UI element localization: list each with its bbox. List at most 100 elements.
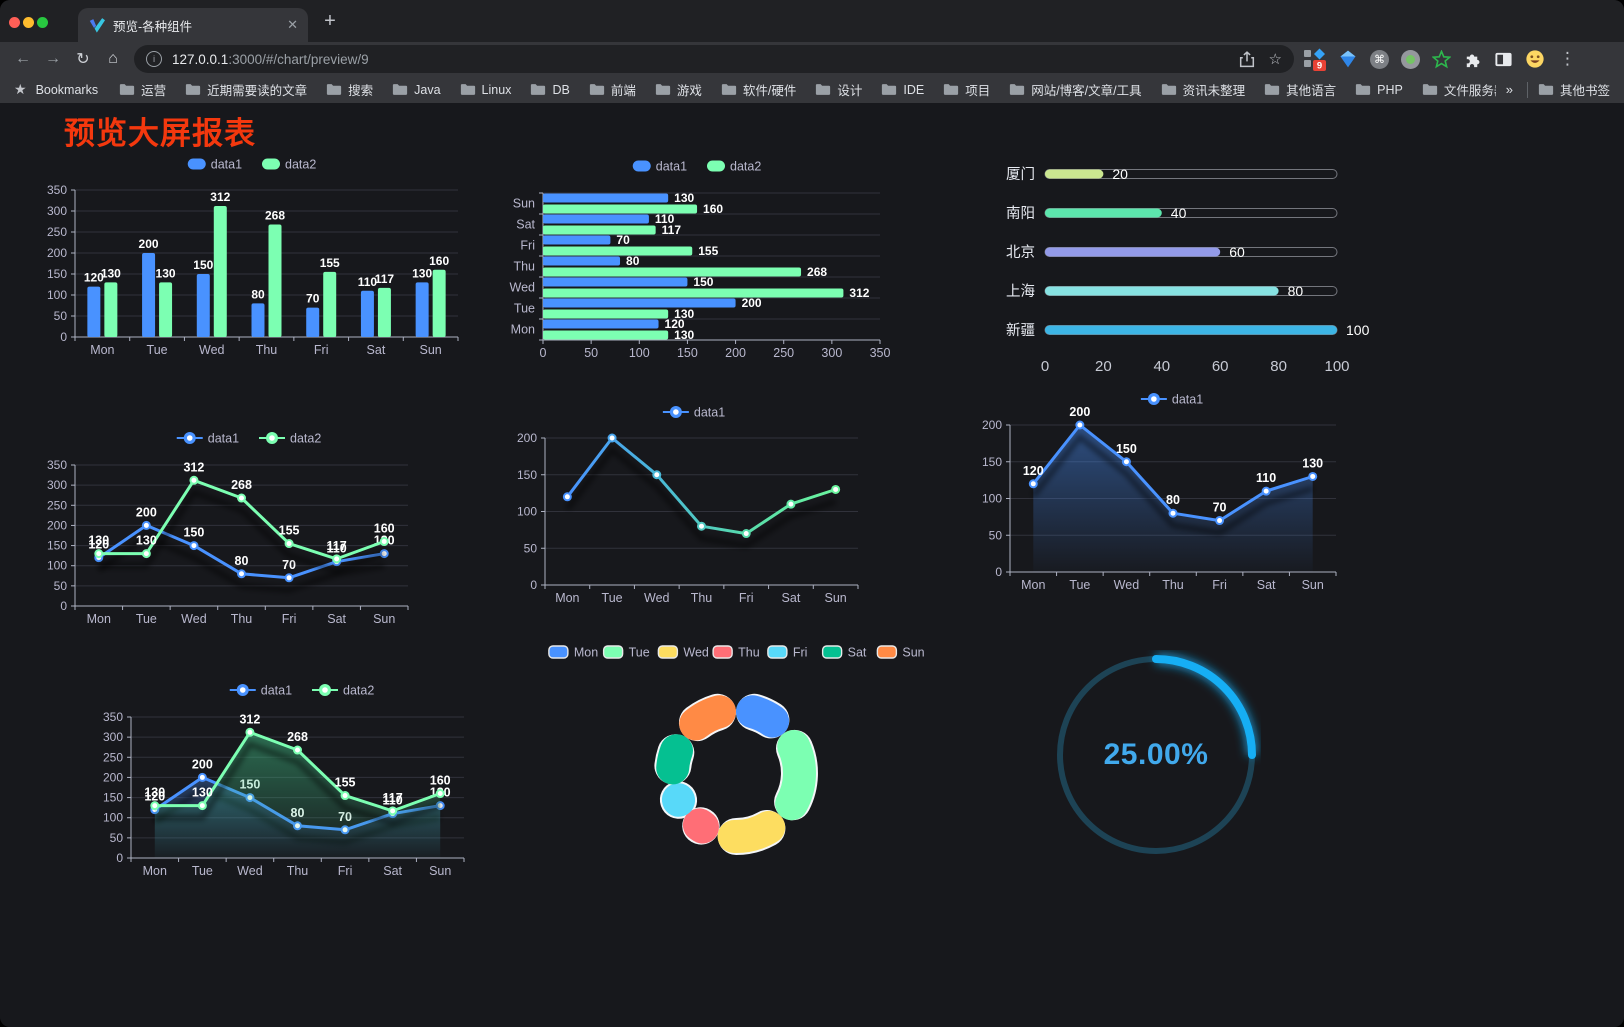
legend-item-data2[interactable]: data2 [707,159,761,173]
tab-manager-extension-icon[interactable]: 9 [1302,47,1326,72]
browser-menu-button[interactable]: ⋮ [1559,49,1576,68]
bookmark-folder-12[interactable]: 项目 [943,80,990,99]
new-tab-button[interactable]: + [324,10,336,32]
bookmarks-overflow-button[interactable]: » [1505,82,1513,97]
svg-text:80: 80 [1270,358,1287,375]
close-window-button[interactable] [9,17,20,28]
legend-item-data1[interactable]: data1 [187,157,242,171]
svg-text:200: 200 [517,431,537,445]
extensions-puzzle-icon[interactable] [1463,50,1482,69]
folder-icon [1010,84,1025,95]
legend-item-data2[interactable]: data2 [262,157,316,171]
bookmark-folder-2[interactable]: 近期需要读的文章 [185,80,307,99]
address-bar[interactable]: i 127.0.0.1 :3000/#/chart/preview/9 ☆ [134,45,1294,73]
svg-text:Wed: Wed [644,591,670,605]
other-bookmarks-folder[interactable]: 其他书签 [1538,80,1610,99]
recorder-extension-icon[interactable] [1401,49,1420,69]
svg-text:300: 300 [47,204,67,218]
svg-text:Sat: Sat [327,612,346,626]
legend-item-Fri[interactable]: Fri [767,645,808,659]
svg-text:Wed: Wed [683,645,709,659]
legend-item-data1[interactable]: data1 [662,405,725,419]
bookmark-folder-15[interactable]: 其他语言 [1264,80,1336,99]
bookmark-folder-13[interactable]: 网站/博客/文章/工具 [1009,80,1142,99]
legend-item-Sat[interactable]: Sat [821,645,867,659]
dual-area-line-chart: 0501001502002503003501202001508070110130… [95,677,515,893]
svg-text:150: 150 [677,346,698,360]
bookmark-folder-14[interactable]: 资讯未整理 [1161,80,1245,99]
svg-text:Sun: Sun [513,197,535,211]
bookmark-folder-8[interactable]: 游戏 [655,80,702,99]
donut-slice-Tue[interactable] [775,730,816,821]
forward-button[interactable]: → [45,50,61,67]
bookmarks-label[interactable]: Bookmarks [35,82,99,97]
bookmark-star-button[interactable]: ☆ [1268,51,1282,68]
home-button[interactable]: ⌂ [108,50,118,67]
donut-slice-Sun[interactable] [679,695,736,741]
zoom-window-button[interactable] [37,17,48,28]
tab-close-icon[interactable]: ✕ [287,17,298,32]
svg-text:150: 150 [47,539,67,553]
svg-text:150: 150 [1116,442,1137,456]
legend-item-data1[interactable]: data1 [632,159,687,173]
bookmark-folder-6[interactable]: DB [530,83,570,97]
bookmark-folder-9[interactable]: 软件/硬件 [721,80,796,99]
legend-item-data1[interactable]: data1 [176,431,239,445]
svg-text:60: 60 [1212,358,1229,375]
bookmark-folder-10[interactable]: 设计 [815,80,862,99]
browser-tab[interactable]: 预览-各种组件 ✕ [78,8,308,42]
bookmark-folder-5[interactable]: Linux [460,83,511,97]
svg-text:0: 0 [530,578,537,592]
legend-item-data1[interactable]: data1 [1140,392,1203,406]
command-extension-icon[interactable]: ⌘ [1370,49,1389,69]
svg-text:268: 268 [265,208,285,222]
svg-text:Mon: Mon [87,612,111,626]
svg-text:Sat: Sat [367,343,386,357]
legend-item-data1[interactable]: data1 [229,683,292,697]
back-button[interactable]: ← [15,50,31,67]
svg-text:268: 268 [807,265,827,279]
bookmark-folder-17[interactable]: 文件服务器 [1422,80,1496,99]
svg-text:130: 130 [674,307,694,321]
svg-text:Tue: Tue [136,612,157,626]
donut-slice-Sat[interactable] [656,734,693,785]
legend-item-Tue[interactable]: Tue [602,645,650,659]
legend-item-data2[interactable]: data2 [312,683,374,697]
bookmark-folder-11[interactable]: IDE [881,83,924,97]
legend-item-Mon[interactable]: Mon [548,645,598,659]
legend-item-Wed[interactable]: Wed [657,645,709,659]
reload-button[interactable]: ↻ [76,51,90,68]
split-view-extension-icon[interactable] [1494,51,1513,68]
bookmark-folder-7[interactable]: 前端 [589,80,636,99]
emoji-extension-icon[interactable] [1525,49,1545,69]
minimize-window-button[interactable] [23,17,34,28]
legend-item-Thu[interactable]: Thu [712,645,760,659]
bookmarks-star-icon[interactable]: ★ [14,81,27,97]
legend-item-Sun[interactable]: Sun [876,645,925,659]
svg-text:Thu: Thu [256,343,278,357]
bookmark-folder-4[interactable]: Java [392,83,441,97]
gem-extension-icon[interactable] [1338,49,1358,69]
svg-text:160: 160 [429,254,449,268]
green-star-extension-icon[interactable] [1432,49,1451,69]
svg-text:250: 250 [103,750,123,764]
bookmarks-divider [1526,81,1528,98]
titlebar: 预览-各种组件 ✕ + [0,0,1624,42]
donut-slice-Thu[interactable] [682,808,719,844]
svg-text:150: 150 [183,526,204,540]
share-button[interactable] [1239,50,1255,68]
svg-text:200: 200 [742,296,762,310]
site-info-icon[interactable]: i [146,51,162,67]
svg-text:160: 160 [374,522,395,536]
svg-text:80: 80 [1288,283,1304,299]
svg-text:data1: data1 [694,405,725,419]
svg-text:Sun: Sun [902,645,924,659]
donut-slice-Mon[interactable] [736,695,790,738]
bookmark-folder-1[interactable]: 运营 [119,80,166,99]
donut-slice-Wed[interactable] [717,810,786,853]
svg-text:155: 155 [320,256,340,270]
bookmark-folder-3[interactable]: 搜索 [326,80,373,99]
folder-icon [185,84,201,95]
legend-item-data2[interactable]: data2 [259,431,321,445]
bookmark-folder-16[interactable]: PHP [1355,83,1403,97]
